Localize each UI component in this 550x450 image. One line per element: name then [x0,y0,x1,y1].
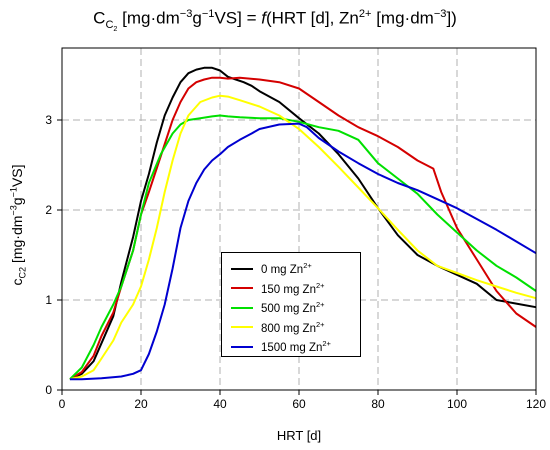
series-group [69,66,537,381]
legend-swatch [231,267,253,270]
legend-swatch [231,326,253,329]
legend-label: 1500 mg Zn2+ [261,339,331,355]
legend-item-4: 1500 mg Zn2+ [222,337,360,357]
axis-ticks: 0 20 40 60 80 100 120 0 1 2 3 [45,113,546,411]
x-axis-label: HRT [d] [276,428,322,443]
series-line-2 [69,114,537,380]
y-tick-label: 2 [45,203,52,217]
legend: 0 mg Zn2+ 150 mg Zn2+ 500 mg Zn2+ 800 mg Zn… [221,252,361,357]
y-tick-label: 0 [45,383,52,397]
series-line-4 [69,122,537,381]
legend-label: 800 mg Zn2+ [261,319,325,335]
series-line-3 [69,94,537,381]
legend-swatch [231,287,253,290]
legend-label: 150 mg Zn2+ [261,280,325,296]
legend-label: 0 mg Zn2+ [261,261,312,277]
x-tick-label: 80 [371,397,385,411]
legend-item-0: 0 mg Zn2+ [222,259,360,279]
y-axis-label: cC2 [mg·dm−3g−1VS] [8,164,28,286]
legend-swatch [231,345,253,348]
y-tick-label: 3 [45,113,52,127]
series-line-0 [69,66,537,381]
legend-item-3: 800 mg Zn2+ [222,318,360,338]
legend-swatch [231,306,253,309]
y-tick-label: 1 [45,293,52,307]
x-tick-label: 60 [292,397,306,411]
x-tick-label: 120 [526,397,546,411]
x-tick-label: 40 [213,397,227,411]
legend-item-2: 500 mg Zn2+ [222,298,360,318]
legend-item-1: 150 mg Zn2+ [222,279,360,299]
x-tick-label: 100 [447,397,467,411]
legend-label: 500 mg Zn2+ [261,300,325,316]
x-tick-label: 20 [134,397,148,411]
x-tick-label: 0 [59,397,66,411]
chart-title: CC2 [mg·dm−3g−1VS] = f(HRT [d], Zn2+ [mg… [93,8,457,34]
